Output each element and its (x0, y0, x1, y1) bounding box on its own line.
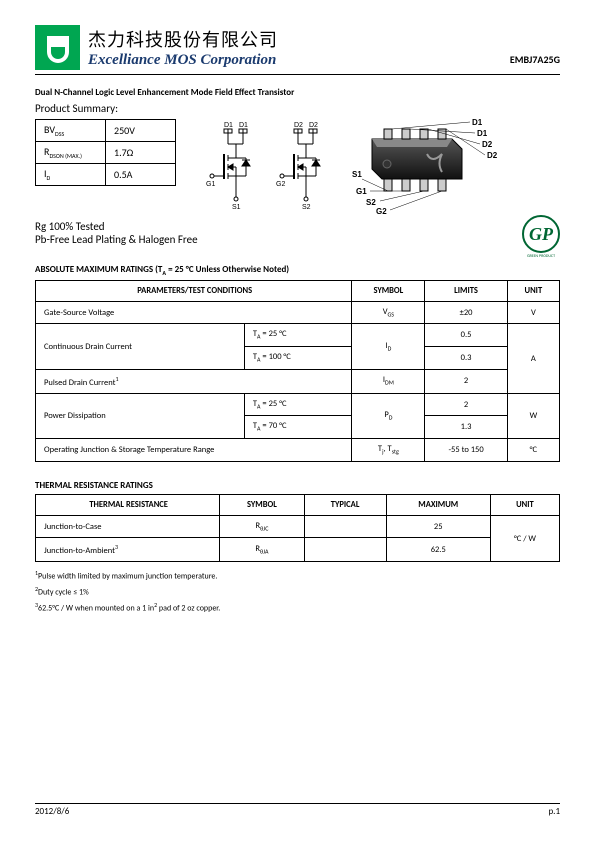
svg-text:D2: D2 (309, 122, 318, 129)
abs-param: Pulsed Drain Current1 (36, 369, 352, 393)
abs-cond: TA = 70 °C (244, 416, 352, 439)
abs-limit: 2 (425, 369, 507, 393)
abs-limit: -55 to 150 (425, 439, 507, 462)
therm-max: 25 (386, 515, 490, 538)
gp-icon: GP (522, 215, 560, 253)
svg-text:G2: G2 (276, 181, 285, 188)
svg-text:D1: D1 (472, 119, 483, 127)
svg-text:G2: G2 (376, 207, 387, 214)
therm-header-symbol: SYMBOL (220, 494, 304, 515)
summary-value: 0.5A (106, 164, 176, 186)
abs-limit: 1.3 (425, 416, 507, 439)
abs-symbol: VGS (352, 301, 425, 324)
abs-symbol: IDM (352, 369, 425, 393)
footnotes: 1Pulse width limited by maximum junction… (35, 568, 560, 616)
note-2: Pb-Free Lead Plating & Halogen Free (35, 233, 560, 246)
abs-header-params: PARAMETERS/TEST CONDITIONS (36, 280, 352, 301)
abs-limit: 2 (425, 393, 507, 416)
abs-limit: ±20 (425, 301, 507, 324)
green-product-badge: GP GREEN PRODUCT (522, 215, 560, 259)
thermal-title: THERMAL RESISTANCE RATINGS (35, 480, 560, 491)
abs-header-unit: UNIT (507, 280, 559, 301)
company-name-en: Excelliance MOS Corporation (88, 52, 502, 69)
part-number: EMBJ7A25G (510, 53, 560, 66)
therm-header-max: MAXIMUM (386, 494, 490, 515)
footnote: 1Pulse width limited by maximum junction… (35, 568, 560, 584)
summary-row: BVDSS250V (36, 120, 176, 142)
therm-param: Junction-to-Case (36, 515, 220, 538)
abs-param: Continuous Drain Current (36, 324, 245, 369)
therm-typ (304, 515, 386, 538)
svg-text:D1: D1 (224, 122, 233, 129)
summary-row: RDSON (MAX.)1.7Ω (36, 142, 176, 164)
summary-param: RDSON (MAX.) (36, 142, 106, 164)
summary-value: 1.7Ω (106, 142, 176, 164)
therm-max: 62.5 (386, 538, 490, 562)
abs-symbol: ID (352, 324, 425, 369)
summary-label: Product Summary: (35, 102, 560, 115)
abs-max-title: ABSOLUTE MAXIMUM RATINGS (TA = 25 °C Unl… (35, 264, 560, 277)
svg-text:D2: D2 (482, 140, 493, 149)
abs-symbol: Tj, Tstg (352, 439, 425, 462)
therm-header-unit: UNIT (490, 494, 559, 515)
thermal-table: THERMAL RESISTANCE SYMBOL TYPICAL MAXIMU… (35, 494, 560, 563)
summary-value: 250V (106, 120, 176, 142)
abs-unit: V (507, 301, 559, 324)
abs-symbol: PD (352, 393, 425, 438)
abs-unit: W (507, 393, 559, 438)
therm-header-typical: TYPICAL (304, 494, 386, 515)
svg-text:D1: D1 (239, 122, 248, 129)
abs-cond: TA = 25 °C (244, 324, 352, 347)
summary-row: ID0.5A (36, 164, 176, 186)
package-diagram: D1 D1 D2 D2 S1 G1 S2 G2 (352, 119, 502, 214)
notes-block: Rg 100% Tested Pb-Free Lead Plating & Ha… (35, 220, 560, 246)
company-name-cn: 杰力科技股份有限公司 (88, 26, 502, 52)
page-header: 杰力科技股份有限公司 Excelliance MOS Corporation E… (35, 25, 560, 75)
abs-header-symbol: SYMBOL (352, 280, 425, 301)
therm-header-param: THERMAL RESISTANCE (36, 494, 220, 515)
abs-cond: TA = 25 °C (244, 393, 352, 416)
page-footer: 2012/8/6 p.1 (35, 803, 560, 817)
footnote: 2Duty cycle ≤ 1% (35, 584, 560, 600)
abs-param: Operating Junction & Storage Temperature… (36, 439, 352, 462)
gp-label: GREEN PRODUCT (522, 254, 560, 259)
footnote: 362.5°C / W when mounted on a 1 in2 pad … (35, 600, 560, 616)
company-block: 杰力科技股份有限公司 Excelliance MOS Corporation (88, 26, 502, 69)
therm-unit: °C / W (490, 515, 559, 562)
summary-param: BVDSS (36, 120, 106, 142)
therm-symbol: RθJC (220, 515, 304, 538)
therm-typ (304, 538, 386, 562)
company-logo (35, 25, 80, 70)
product-title: Dual N-Channel Logic Level Enhancement M… (35, 87, 560, 98)
abs-param: Power Dissipation (36, 393, 245, 438)
therm-param: Junction-to-Ambient3 (36, 538, 220, 562)
abs-header-limits: LIMITS (425, 280, 507, 301)
abs-cond: TA = 100 °C (244, 347, 352, 370)
svg-text:S1: S1 (352, 170, 362, 179)
svg-text:G1: G1 (356, 187, 367, 196)
abs-param: Gate-Source Voltage (36, 301, 352, 324)
abs-limit: 0.3 (425, 347, 507, 370)
footer-page: p.1 (548, 806, 560, 817)
abs-unit: °C (507, 439, 559, 462)
summary-param: ID (36, 164, 106, 186)
diagram-area: D1 D1 (196, 119, 502, 214)
abs-unit: A (507, 324, 559, 393)
svg-text:D2: D2 (487, 151, 498, 160)
therm-symbol: RθJA (220, 538, 304, 562)
svg-text:G1: G1 (206, 181, 215, 188)
svg-text:S2: S2 (366, 198, 376, 207)
svg-text:S1: S1 (232, 204, 241, 209)
svg-text:D1: D1 (477, 129, 488, 138)
svg-text:S2: S2 (302, 204, 311, 209)
schematic-diagram: D1 D1 (196, 119, 346, 209)
note-1: Rg 100% Tested (35, 220, 560, 233)
abs-limit: 0.5 (425, 324, 507, 347)
footer-date: 2012/8/6 (35, 806, 69, 817)
summary-table: BVDSS250VRDSON (MAX.)1.7ΩID0.5A (35, 119, 176, 186)
abs-max-table: PARAMETERS/TEST CONDITIONS SYMBOL LIMITS… (35, 280, 560, 462)
svg-text:D2: D2 (294, 122, 303, 129)
